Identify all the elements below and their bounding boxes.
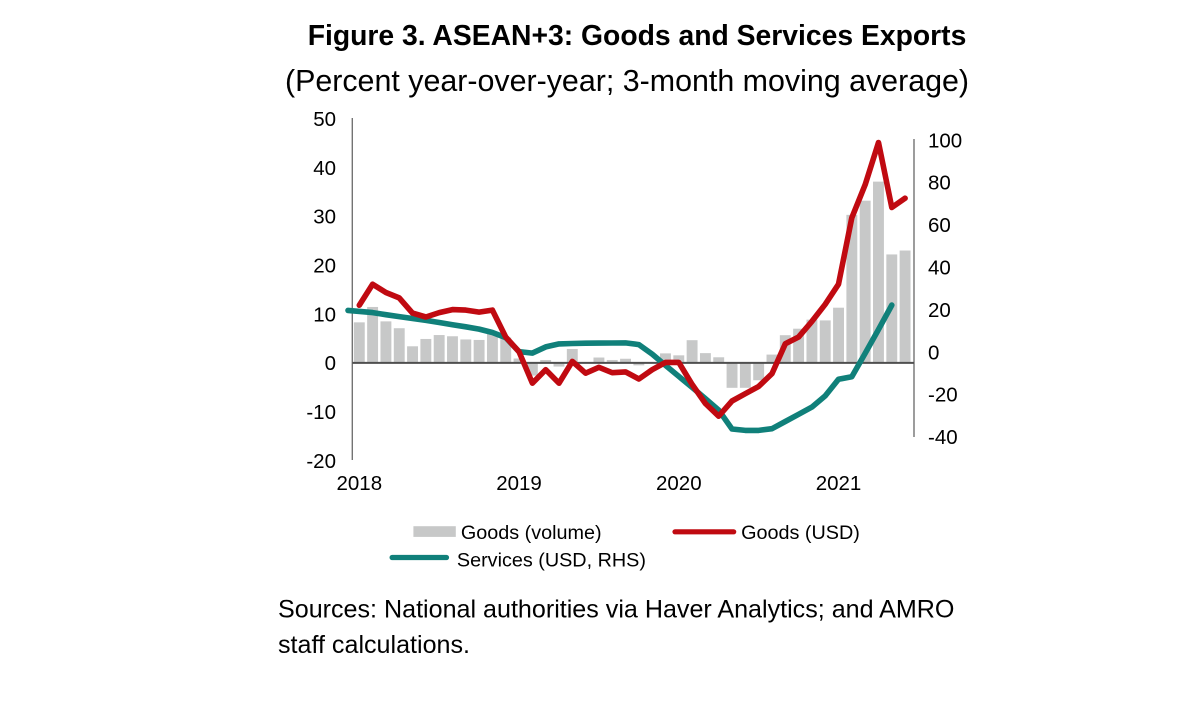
svg-text:Sources: National authorities: Sources: National authorities via Haver … (278, 596, 954, 624)
svg-text:50: 50 (313, 108, 336, 131)
svg-text:Figure 3. ASEAN+3: Goods and S: Figure 3. ASEAN+3: Goods and Services Ex… (308, 19, 967, 51)
svg-text:-10: -10 (306, 401, 336, 424)
svg-text:0: 0 (325, 352, 336, 375)
svg-text:(Percent year-over-year; 3-mon: (Percent year-over-year; 3-month moving … (285, 64, 969, 98)
svg-text:2020: 2020 (656, 472, 702, 495)
svg-text:Goods (volume): Goods (volume) (461, 522, 602, 544)
svg-text:-40: -40 (928, 426, 958, 449)
svg-text:10: 10 (313, 303, 336, 326)
svg-text:Services (USD, RHS): Services (USD, RHS) (457, 550, 646, 572)
svg-text:40: 40 (928, 257, 951, 280)
svg-text:0: 0 (928, 341, 939, 364)
svg-text:-20: -20 (306, 450, 336, 473)
svg-text:2018: 2018 (336, 472, 382, 495)
svg-text:staff calculations.: staff calculations. (278, 631, 470, 659)
svg-text:80: 80 (928, 172, 951, 195)
svg-text:20: 20 (928, 299, 951, 322)
svg-text:40: 40 (313, 157, 336, 180)
svg-text:100: 100 (928, 129, 962, 152)
svg-text:2019: 2019 (496, 472, 542, 495)
svg-text:Goods (USD): Goods (USD) (741, 522, 860, 544)
svg-text:2021: 2021 (816, 472, 862, 495)
svg-text:30: 30 (313, 206, 336, 229)
svg-text:60: 60 (928, 214, 951, 237)
svg-text:20: 20 (313, 255, 336, 278)
svg-text:-20: -20 (928, 384, 958, 407)
